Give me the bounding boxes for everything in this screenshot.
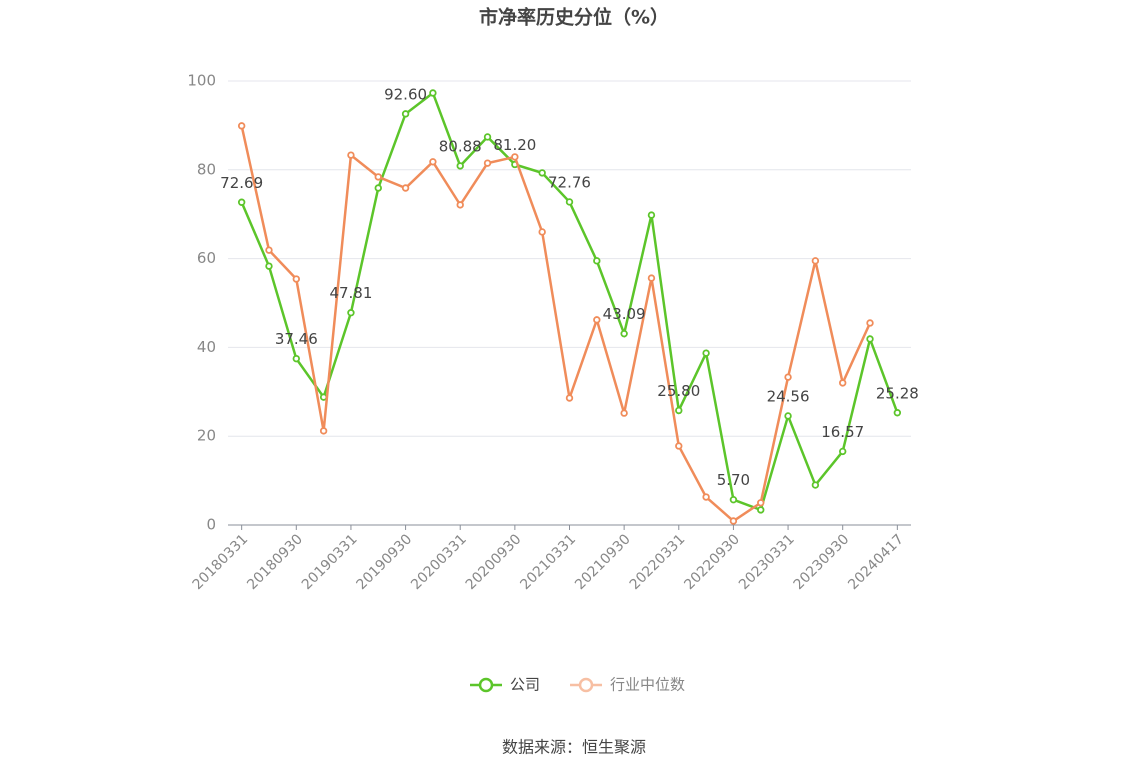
point xyxy=(675,442,683,450)
point xyxy=(811,257,820,265)
point xyxy=(265,246,273,254)
point xyxy=(565,198,574,206)
point xyxy=(593,316,601,324)
chart-title: 市净率历史分位（%） xyxy=(479,6,669,29)
value-label: 24.56 xyxy=(767,387,810,405)
value-label: 47.81 xyxy=(329,284,372,302)
legend-marker xyxy=(478,677,494,693)
point xyxy=(729,495,738,504)
point xyxy=(429,89,437,97)
value-label: 72.76 xyxy=(548,173,591,191)
point xyxy=(265,262,273,270)
legend-label: 公司 xyxy=(510,676,540,694)
point xyxy=(702,349,710,357)
value-label: 37.46 xyxy=(275,330,318,348)
value-label: 92.60 xyxy=(384,85,427,103)
point xyxy=(620,329,628,338)
point xyxy=(784,373,792,381)
point xyxy=(729,517,738,525)
x-tick-label: 20200331 xyxy=(408,531,470,593)
x-tick-label: 20180331 xyxy=(190,531,252,593)
point xyxy=(347,151,355,159)
point xyxy=(839,447,847,456)
point xyxy=(319,427,328,435)
series-line xyxy=(240,125,872,523)
point xyxy=(647,274,656,282)
point xyxy=(292,354,300,363)
point xyxy=(839,379,847,387)
value-label: 5.70 xyxy=(717,471,750,489)
point xyxy=(811,481,820,489)
point xyxy=(866,319,874,327)
point xyxy=(292,275,300,283)
legend-label: 行业中位数 xyxy=(610,676,685,694)
value-label: 81.20 xyxy=(493,136,536,154)
y-tick-label: 80 xyxy=(197,160,216,178)
y-tick-label: 0 xyxy=(206,516,216,534)
point xyxy=(511,153,519,161)
x-tick-label: 20230930 xyxy=(791,531,853,593)
point xyxy=(702,493,710,501)
point xyxy=(401,110,410,118)
point xyxy=(620,409,628,417)
point xyxy=(538,228,546,236)
value-label: 80.88 xyxy=(439,137,482,155)
x-tick-label: 20220930 xyxy=(681,531,743,593)
point xyxy=(456,162,464,170)
y-tick-label: 60 xyxy=(197,249,216,267)
point xyxy=(593,257,601,265)
value-label: 25.28 xyxy=(876,384,919,402)
value-label: 43.09 xyxy=(603,305,646,323)
point xyxy=(401,184,410,192)
point xyxy=(893,409,902,417)
x-tick-label: 20190331 xyxy=(299,531,361,593)
point xyxy=(429,158,437,166)
value-label: 25.80 xyxy=(657,382,700,400)
x-tick-label: 20230331 xyxy=(736,531,798,593)
point xyxy=(374,173,382,181)
value-label: 16.57 xyxy=(821,423,864,441)
point xyxy=(866,335,874,343)
x-tick-label: 20200930 xyxy=(463,531,525,593)
y-tick-label: 100 xyxy=(187,72,216,90)
point xyxy=(483,159,492,167)
point xyxy=(757,499,765,507)
x-tick-label: 20180930 xyxy=(244,531,306,593)
point xyxy=(675,406,683,415)
x-tick-label: 20240417 xyxy=(845,531,907,593)
point xyxy=(456,201,464,209)
y-tick-label: 40 xyxy=(197,338,216,356)
point xyxy=(565,394,574,402)
point xyxy=(237,122,246,130)
point xyxy=(483,133,492,141)
value-label: 72.69 xyxy=(220,174,263,192)
x-tick-label: 20190930 xyxy=(354,531,416,593)
legend-marker xyxy=(578,677,594,693)
point xyxy=(237,198,246,206)
point xyxy=(784,412,792,420)
y-tick-label: 20 xyxy=(197,427,216,445)
point xyxy=(347,309,355,317)
point xyxy=(538,169,546,177)
x-tick-label: 20210930 xyxy=(572,531,634,593)
point xyxy=(757,506,765,514)
point xyxy=(647,211,656,219)
point xyxy=(374,184,382,192)
x-tick-label: 20220331 xyxy=(627,531,689,593)
source: 数据来源：恒生聚源 xyxy=(502,738,646,757)
x-tick-label: 20210331 xyxy=(517,531,579,593)
